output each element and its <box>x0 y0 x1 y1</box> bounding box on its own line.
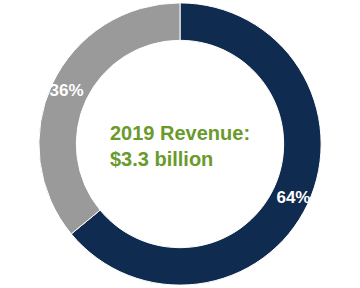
svg-text:2019 Revenue:: 2019 Revenue: <box>110 122 250 144</box>
svg-text:36%: 36% <box>50 81 84 100</box>
svg-text:64%: 64% <box>276 188 310 207</box>
svg-text:$3.3 billion: $3.3 billion <box>110 148 213 170</box>
